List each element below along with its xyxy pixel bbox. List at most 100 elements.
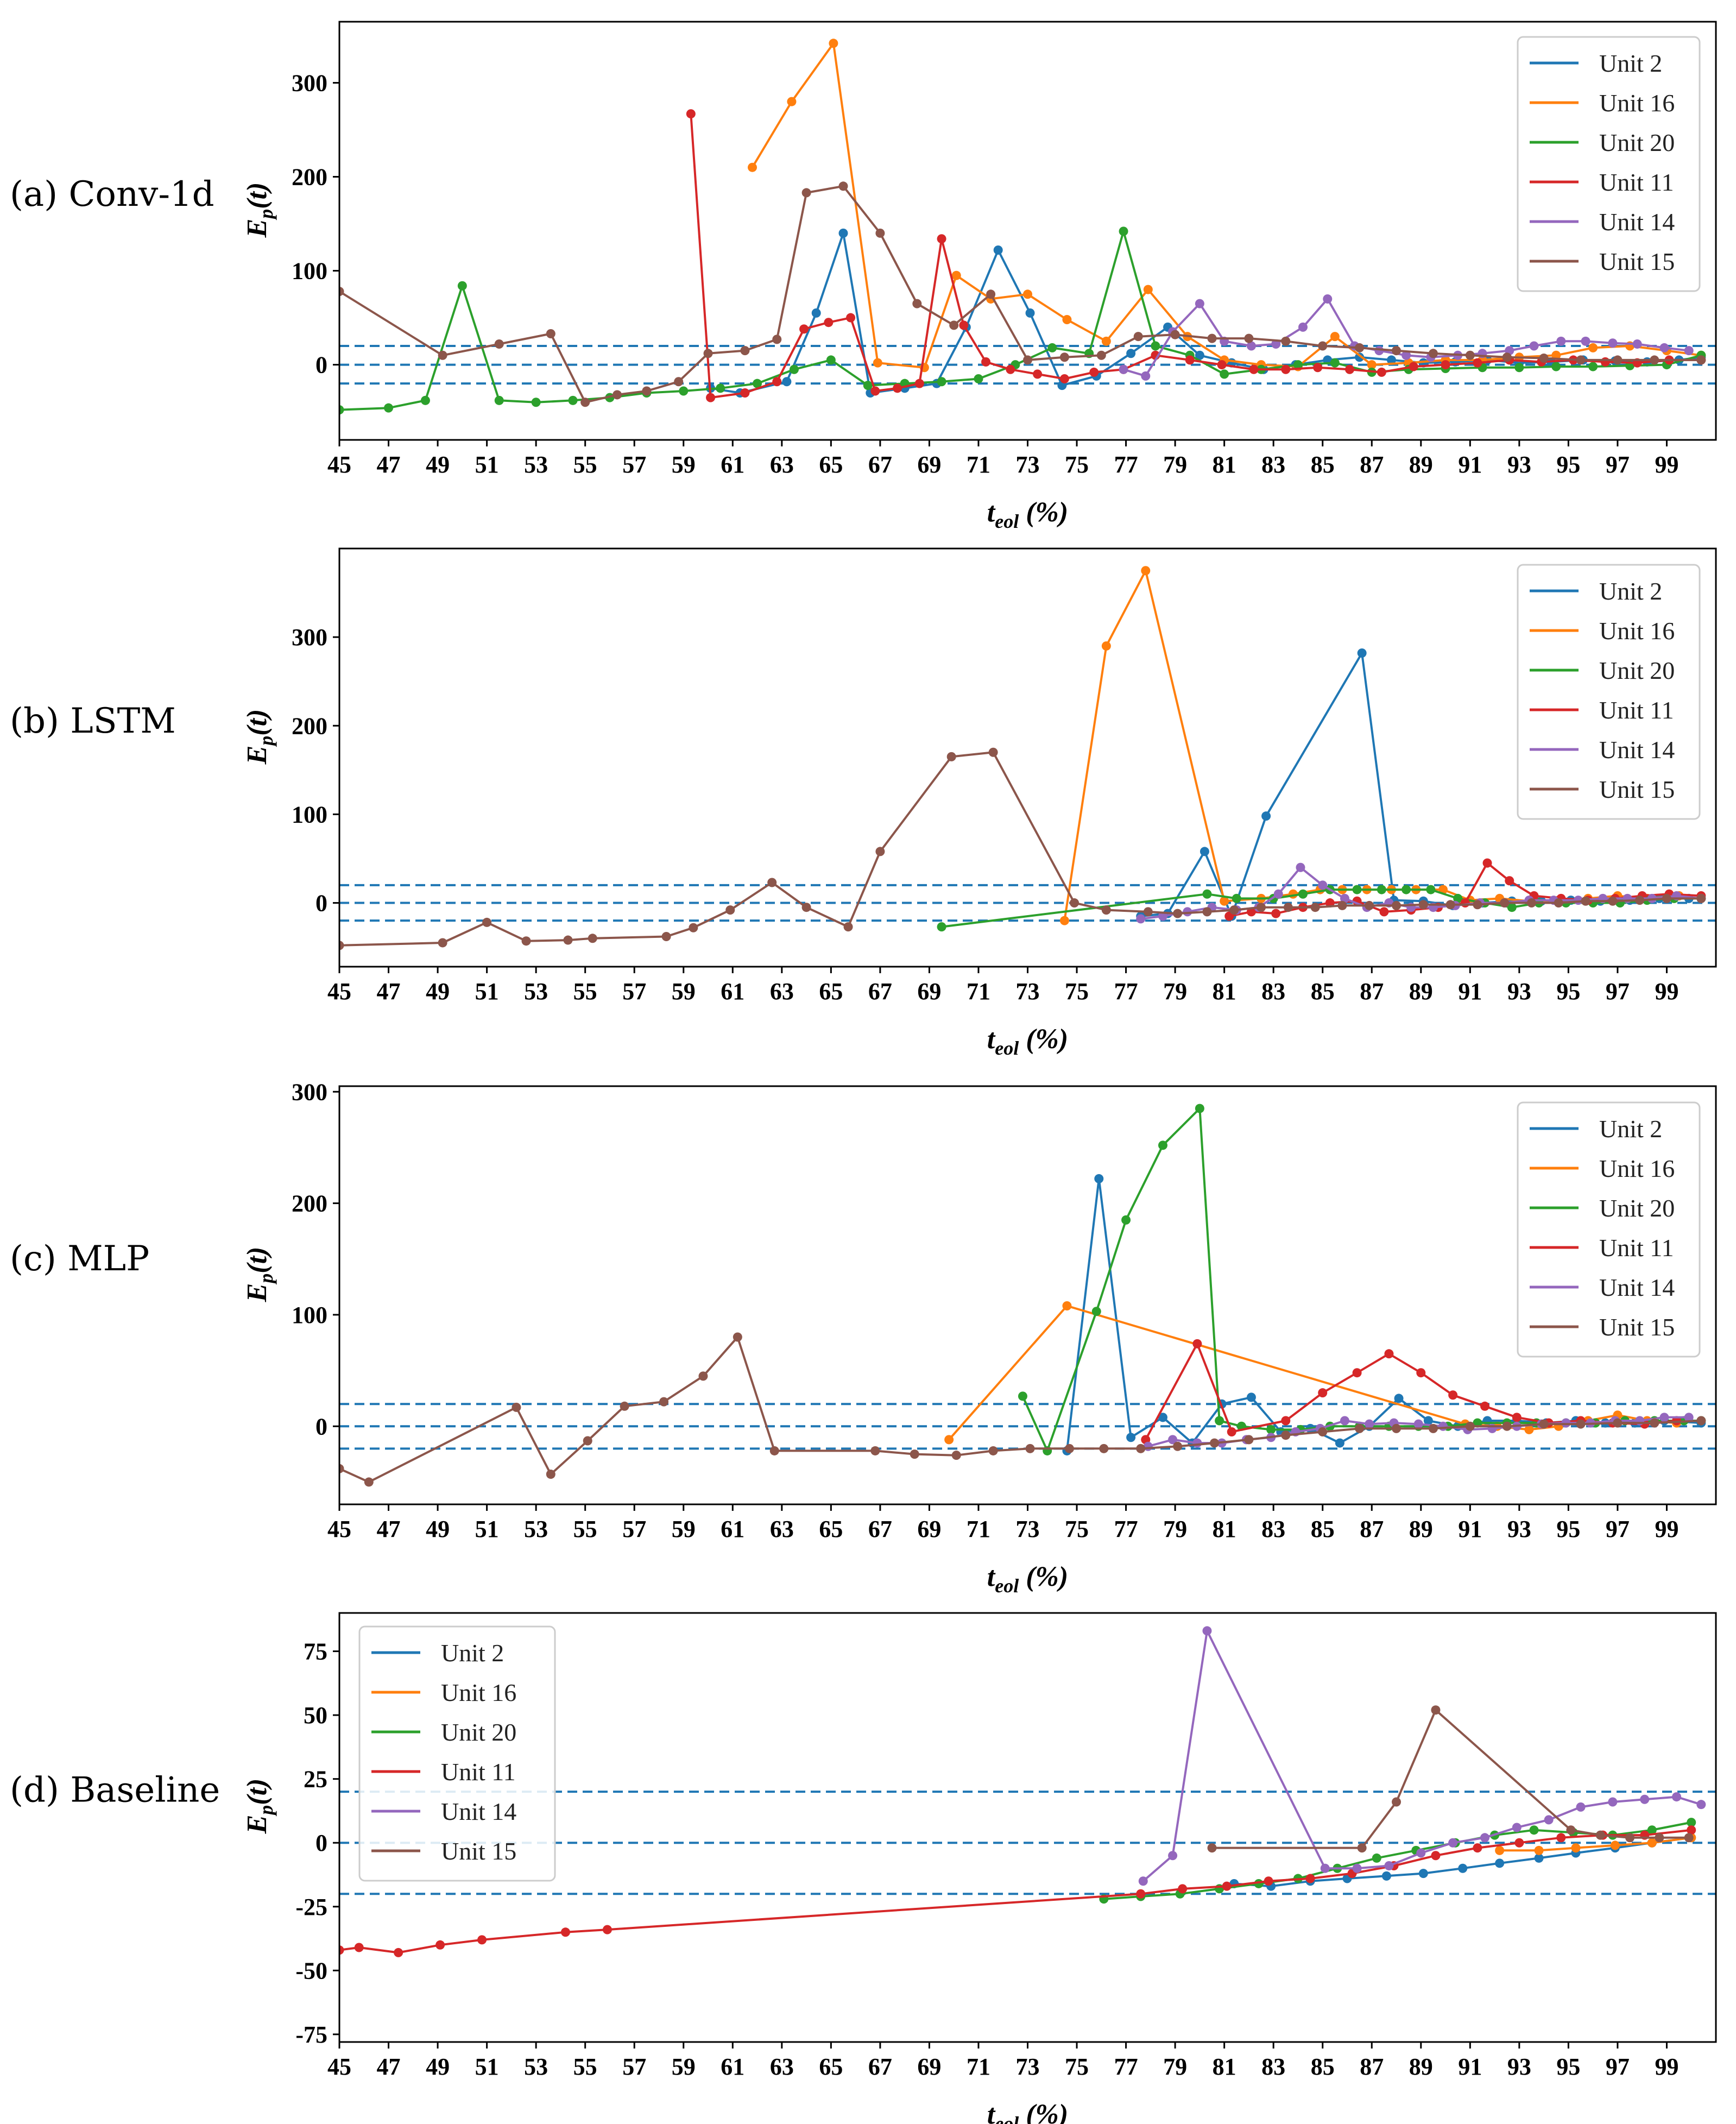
data-point: [1355, 1423, 1365, 1433]
data-point: [1215, 1416, 1224, 1426]
data-point: [1158, 1413, 1167, 1422]
x-tick-label: 91: [1458, 978, 1482, 1005]
data-point: [1655, 1833, 1664, 1843]
y-axis-title: Ep(t): [242, 709, 277, 765]
x-tick-label: 49: [426, 1516, 450, 1542]
data-point: [1394, 1394, 1404, 1403]
panel-label: (b) LSTM: [10, 701, 176, 741]
data-point: [1684, 1413, 1694, 1422]
x-tick-label: 63: [770, 2053, 794, 2080]
data-point: [620, 1401, 629, 1411]
data-point: [1091, 1307, 1101, 1316]
data-point: [1696, 893, 1706, 903]
data-point: [1696, 355, 1706, 365]
data-point: [1232, 893, 1241, 903]
data-point: [1608, 896, 1618, 906]
x-tick-label: 71: [967, 978, 990, 1005]
data-point: [1534, 1845, 1544, 1855]
data-point: [826, 355, 836, 365]
x-tick-label: 71: [967, 2053, 990, 2080]
data-point: [1138, 1876, 1148, 1886]
data-point: [339, 287, 344, 297]
data-point: [1647, 1825, 1657, 1835]
data-point: [568, 395, 578, 405]
data-point: [1505, 876, 1514, 886]
data-point: [1222, 1881, 1232, 1891]
data-point: [753, 379, 762, 388]
data-point: [1096, 350, 1106, 360]
data-point: [521, 936, 531, 946]
data-point: [1126, 1433, 1136, 1442]
x-tick-label: 57: [622, 451, 646, 478]
data-point: [1640, 1794, 1650, 1804]
x-tick-label: 63: [770, 1516, 794, 1542]
data-point: [1217, 360, 1227, 370]
data-point: [1377, 367, 1386, 377]
data-point: [937, 377, 946, 387]
data-point: [1539, 1419, 1549, 1429]
series-group: [339, 1104, 1706, 1487]
x-tick-label: 85: [1311, 978, 1335, 1005]
data-point: [1281, 1416, 1291, 1426]
data-point: [1200, 847, 1209, 856]
data-point: [1428, 1423, 1438, 1433]
x-tick-label: 59: [672, 2053, 696, 2080]
legend-entry: Unit 11: [1599, 168, 1674, 196]
x-tick-label: 83: [1261, 978, 1285, 1005]
data-point: [1696, 1416, 1706, 1426]
data-point: [1101, 905, 1111, 915]
data-point: [1318, 1388, 1328, 1398]
x-tick-label: 95: [1556, 978, 1580, 1005]
legend-entry: Unit 2: [1599, 49, 1662, 77]
x-tick-label: 47: [377, 451, 401, 478]
data-point: [1402, 350, 1411, 360]
data-point: [767, 878, 777, 887]
data-point: [725, 905, 735, 915]
data-point: [811, 308, 821, 318]
data-point: [1534, 1853, 1544, 1863]
legend: Unit 2 Unit 16 Unit 20 Unit 11 Unit 14 Unit 1…: [1517, 1101, 1701, 1358]
data-point: [1647, 1838, 1657, 1848]
x-tick-label: 97: [1606, 2053, 1630, 2080]
data-point: [838, 181, 848, 191]
data-point: [1352, 1368, 1362, 1378]
data-point: [1367, 360, 1377, 370]
data-point: [457, 281, 467, 291]
panel-label: (c) MLP: [10, 1239, 149, 1279]
data-point: [1101, 336, 1111, 346]
legend: Unit 2 Unit 16 Unit 20 Unit 11 Unit 14 Unit 1…: [1517, 36, 1701, 292]
x-tick-label: 77: [1114, 2053, 1138, 2080]
chart-panel-0: (a) Conv-1d Ep(t) teol (%) 0 100 200 300 45 47 49…: [10, 21, 1717, 532]
data-point: [1632, 339, 1642, 349]
data-point: [1202, 889, 1212, 899]
data-point: [689, 923, 698, 932]
legend-entry: Unit 14: [1599, 736, 1675, 764]
x-axis-title: teol (%): [987, 1561, 1068, 1597]
x-tick-label: 65: [819, 451, 843, 478]
y-tick-label: 200: [292, 713, 327, 739]
data-point: [1392, 1797, 1402, 1807]
data-point: [674, 377, 684, 387]
x-tick-label: 95: [1556, 1516, 1580, 1542]
data-point: [1561, 1418, 1571, 1428]
legend-entry: Unit 16: [1599, 617, 1675, 645]
data-point: [1544, 1815, 1554, 1825]
data-point: [1482, 858, 1492, 868]
x-tick-label: 85: [1311, 1516, 1335, 1542]
data-point: [1416, 1368, 1426, 1378]
data-point: [1094, 1174, 1104, 1183]
x-tick-label: 83: [1261, 451, 1285, 478]
x-tick-label: 83: [1261, 2053, 1285, 2080]
data-point: [1480, 1833, 1489, 1843]
x-tick-label: 67: [868, 2053, 892, 2080]
data-point: [1409, 362, 1418, 371]
x-tick-label: 93: [1507, 1516, 1531, 1542]
x-tick-label: 97: [1606, 1516, 1630, 1542]
data-point: [384, 403, 394, 413]
data-point: [1018, 1391, 1027, 1401]
data-point: [1687, 1825, 1696, 1835]
data-point: [1337, 900, 1347, 910]
y-tick-label: 0: [315, 1413, 327, 1440]
data-point: [1246, 1392, 1256, 1402]
y-axis-title: Ep(t): [242, 1247, 277, 1303]
